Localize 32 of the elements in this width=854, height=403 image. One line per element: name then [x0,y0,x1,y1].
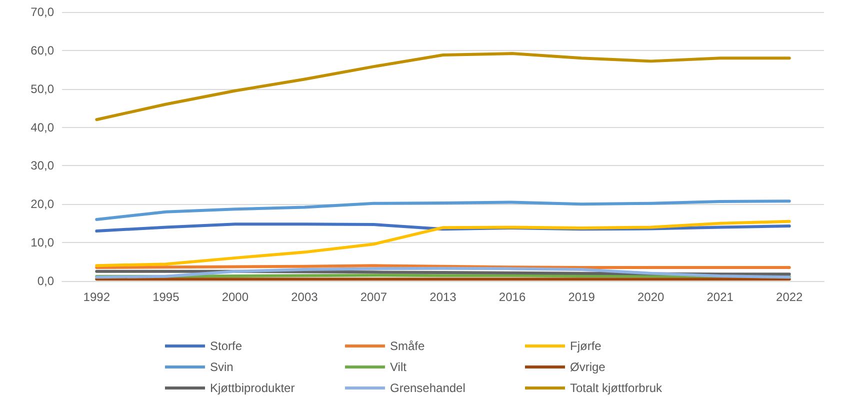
legend-label: Totalt kjøttforbruk [570,381,664,395]
legend-label: Grensehandel [390,381,466,395]
x-tick-label: 2003 [291,290,318,304]
y-tick-label: 40,0 [30,120,54,134]
x-tick-label: 2022 [776,290,804,304]
legend-label: Fjørfe [570,339,602,353]
x-tick-label: 2000 [222,290,249,304]
line-series [95,220,791,268]
line-series [95,266,791,279]
legend-label: Kjøttbiprodukter [210,381,295,395]
y-tick-label: 30,0 [30,158,54,173]
x-tick-label: 2016 [498,290,526,304]
line-series [95,52,791,122]
y-tick-label: 10,0 [30,236,54,250]
x-tick-label: 2013 [430,290,457,304]
line-series [95,200,791,222]
legend-label: Vilt [390,360,408,374]
y-tick-label: 0,0 [37,274,54,288]
legend-label: Storfe [210,339,242,353]
y-tick-label: 70,0 [30,5,54,19]
x-tick-label: 2007 [360,290,388,304]
x-tick-label: 2020 [637,290,664,304]
y-tick-label: 20,0 [30,197,54,212]
x-tick-label: 1992 [83,290,110,304]
legend-label: Øvrige [570,360,606,374]
x-tick-label: 1995 [152,290,180,304]
legend-label: Småfe [390,339,426,353]
x-tick-label: 2021 [706,290,734,304]
legend-label: Svin [210,360,234,374]
y-tick-label: 50,0 [30,82,54,96]
y-tick-label: 60,0 [30,43,54,58]
x-tick-label: 2019 [568,290,596,304]
